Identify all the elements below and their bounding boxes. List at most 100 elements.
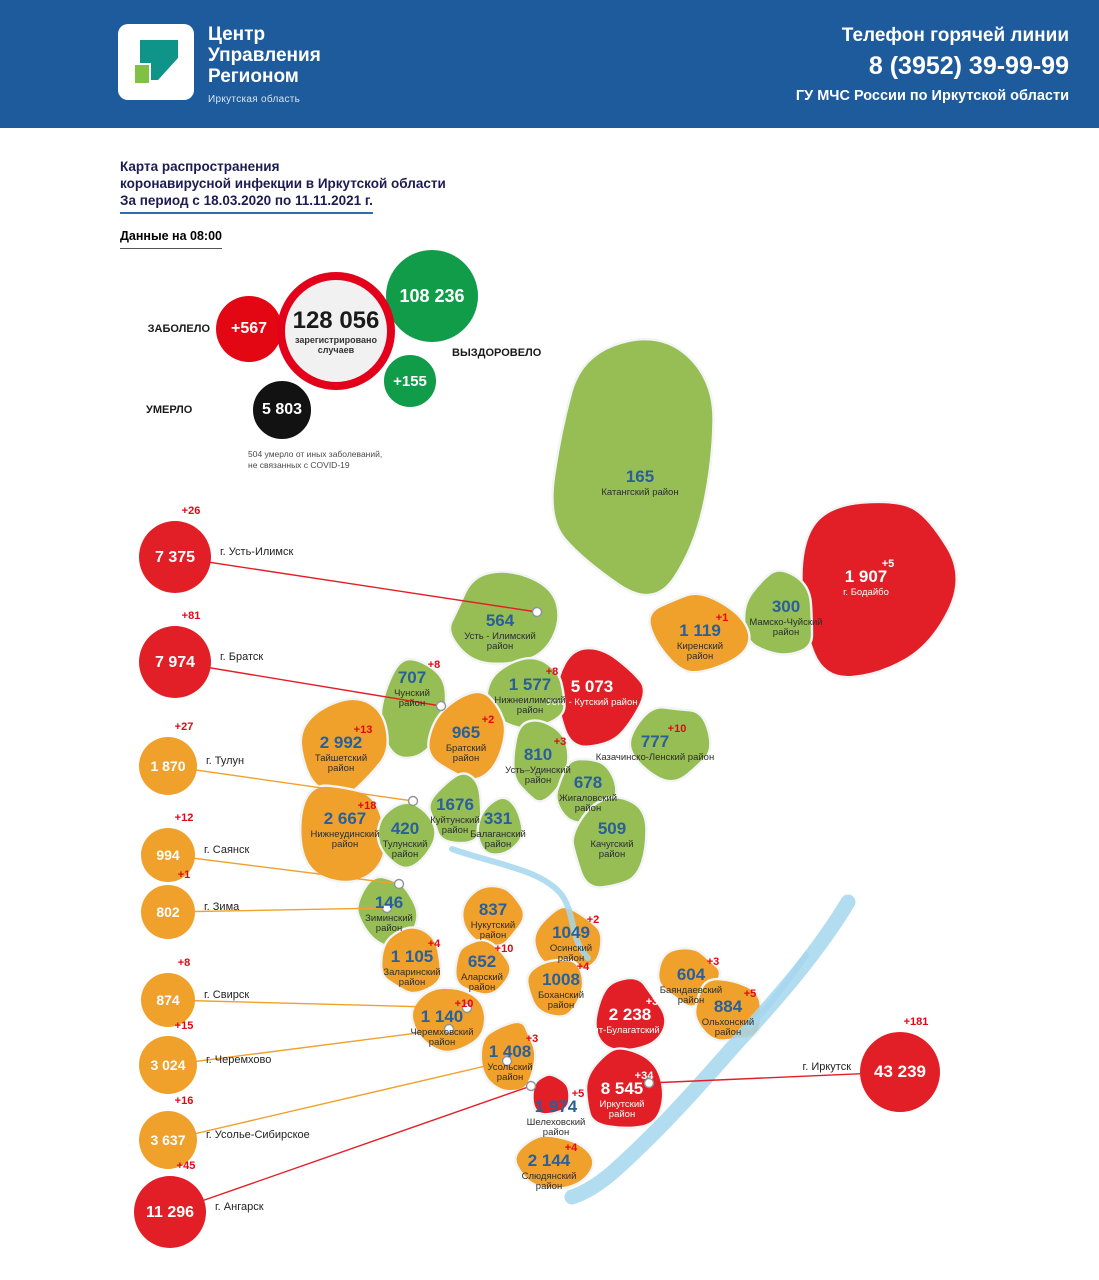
region-value-ust_udinsky: 810 xyxy=(524,745,552,764)
logo-text: Центр Управления Регионом Иркутская обла… xyxy=(208,24,321,105)
city-dot-zima xyxy=(381,902,393,914)
died-note: 504 умерло от иных заболеваний, не связа… xyxy=(248,449,383,470)
callout-line-svirsk xyxy=(167,999,468,1009)
city-dot-cheremkhovo xyxy=(443,1023,455,1035)
callout-line-tulun xyxy=(167,765,414,802)
region-name-alarsky: район xyxy=(469,982,495,993)
region-shelekhovsky xyxy=(531,1073,571,1116)
region-value-kazachinsko: 777 xyxy=(641,732,669,751)
region-name-cheremkhovsky: район xyxy=(429,1037,455,1048)
region-name-ziminsky: Зиминский xyxy=(365,913,413,924)
region-delta-kazachinsko: +10 xyxy=(668,723,687,735)
region-name-nizhneudinsky: район xyxy=(332,839,358,850)
region-name-kuitunsky: Куйтунский xyxy=(430,815,480,826)
region-name-balagansky: Балаганский xyxy=(470,829,526,840)
region-name-usolsky: Усольский xyxy=(487,1062,532,1073)
region-katangsky xyxy=(551,337,715,597)
city-dot-svirsk xyxy=(461,1002,473,1014)
callout-line-angarsk xyxy=(169,1085,532,1213)
callout-circle-sayansk xyxy=(141,828,195,882)
logo-title-line1: Центр xyxy=(208,23,266,45)
region-value-mamsko: 300 xyxy=(772,597,800,616)
callout-line-usolye xyxy=(167,1060,508,1141)
region-value-nizhneudinsky: 2 667 xyxy=(324,809,367,828)
water-layer xyxy=(449,846,856,1205)
total-cases-caption1: зарегистрировано xyxy=(295,335,377,345)
callout-circle-tulun xyxy=(139,737,197,795)
callout-circle-irkutsk xyxy=(860,1032,940,1112)
region-value-katangsky: 165 xyxy=(626,467,654,486)
callout-line-irkutsk xyxy=(648,1071,901,1084)
callout-label-angarsk: г. Ангарск xyxy=(215,1201,264,1213)
region-name-zalarinsky: район xyxy=(399,977,425,988)
region-delta-ust_udinsky: +3 xyxy=(554,736,567,748)
total-cases-caption2: случаев xyxy=(317,345,355,355)
region-name-shelekhovsky: Шелеховский xyxy=(527,1117,586,1128)
region-name-bokhansky: Боханский xyxy=(538,990,584,1001)
hotline-block: Телефон горячей линии 8 (3952) 39-99-99 … xyxy=(796,25,1069,104)
region-name-cheremkhovsky: Черемховский xyxy=(410,1027,473,1038)
region-delta-chunsky: +8 xyxy=(428,659,441,671)
region-value-alarsky: 652 xyxy=(468,952,496,971)
callout-line-zima xyxy=(167,907,388,913)
region-value-chunsky: 707 xyxy=(398,668,426,687)
title-block: Карта распространения коронавирусной инф… xyxy=(120,158,446,249)
region-value-zalarinsky: 1 105 xyxy=(391,947,434,966)
region-name-olkhonsky: Ольхонский xyxy=(702,1017,754,1028)
callout-value-ust_ilimsk: 7 375 xyxy=(155,549,195,566)
callout-value-usolye: 3 637 xyxy=(150,1132,185,1148)
region-value-nizhneilimsky: 1 577 xyxy=(509,675,552,694)
callout-circle-cheremkhovo xyxy=(139,1036,197,1094)
lake-baikal-path xyxy=(747,952,809,1030)
region-name-kazachinsko: Казачинско-Ленский район xyxy=(596,752,714,763)
total-cases-circle: 128 056 зарегистрировано случаев xyxy=(277,272,395,390)
callout-delta-usolye: +16 xyxy=(175,1095,194,1107)
region-name-bayandaevsky: район xyxy=(678,995,704,1006)
region-name-taishetsky: Тайшетский xyxy=(315,753,367,764)
region-nizhneudinsky xyxy=(299,784,387,884)
sick-delta-circle: +567 xyxy=(216,296,282,362)
callouts-layer: +26 7 375 г. Усть-Илимск +81 7 974 г. Братск +… xyxy=(134,505,940,1248)
region-value-kachugsky: 509 xyxy=(598,819,626,838)
region-name-irkutsky_r: район xyxy=(609,1109,635,1120)
region-value-shelekhovsky: 1 974 xyxy=(535,1097,578,1116)
callout-value-sayansk: 994 xyxy=(156,847,180,863)
region-name-mamsko: район xyxy=(773,627,799,638)
region-delta-slyudyansky: +4 xyxy=(565,1142,578,1154)
region-name-taishetsky: район xyxy=(328,763,354,774)
region-delta-nizhneudinsky: +18 xyxy=(358,800,377,812)
callout-circle-usolye xyxy=(139,1111,197,1169)
region-value-ust_kutsky: 5 073 xyxy=(571,677,614,696)
callout-label-tulun: г. Тулун xyxy=(206,755,244,767)
region-name-tulunsky: Тулунский xyxy=(383,839,428,850)
region-name-nizhneilimsky: район xyxy=(517,705,543,716)
region-delta-shelekhovsky: +5 xyxy=(572,1088,585,1100)
callout-label-svirsk: г. Свирск xyxy=(204,989,249,1001)
region-kirensky xyxy=(648,592,751,674)
region-nukutsky xyxy=(461,884,526,948)
region-value-cheremkhovsky: 1 140 xyxy=(421,1007,464,1026)
region-value-balagansky: 331 xyxy=(484,809,512,828)
region-delta-taishetsky: +13 xyxy=(354,724,373,736)
callout-delta-bratsk: +81 xyxy=(182,610,201,622)
region-name-alarsky: Аларский xyxy=(461,972,503,983)
callout-value-cheremkhovo: 3 024 xyxy=(150,1057,185,1073)
callout-line-cheremkhovo xyxy=(167,1028,450,1066)
region-value-zhigalovsky: 678 xyxy=(574,773,602,792)
region-name-bratsky: район xyxy=(453,753,479,764)
data-time: Данные на 08:00 xyxy=(120,227,446,249)
region-kachugsky xyxy=(571,796,648,889)
recovered-circle: 108 236 xyxy=(386,250,478,342)
region-name-irkutsky_r: Иркутский xyxy=(600,1099,645,1110)
region-delta-osinsky: +2 xyxy=(587,914,600,926)
region-value-osinsky: 1049 xyxy=(552,923,590,942)
region-name-kachugsky: Качугский xyxy=(590,839,633,850)
region-value-nukutsky: 837 xyxy=(479,900,507,919)
region-name-bayandaevsky: Баяндаевский xyxy=(660,985,722,996)
callout-circle-zima xyxy=(141,885,195,939)
region-name-chunsky: Чунский xyxy=(394,688,430,699)
region-name-usolsky: район xyxy=(497,1072,523,1083)
region-delta-usolsky: +3 xyxy=(526,1033,539,1045)
region-name-kuitunsky: район xyxy=(442,825,468,836)
city-dot-sayansk xyxy=(393,878,405,890)
